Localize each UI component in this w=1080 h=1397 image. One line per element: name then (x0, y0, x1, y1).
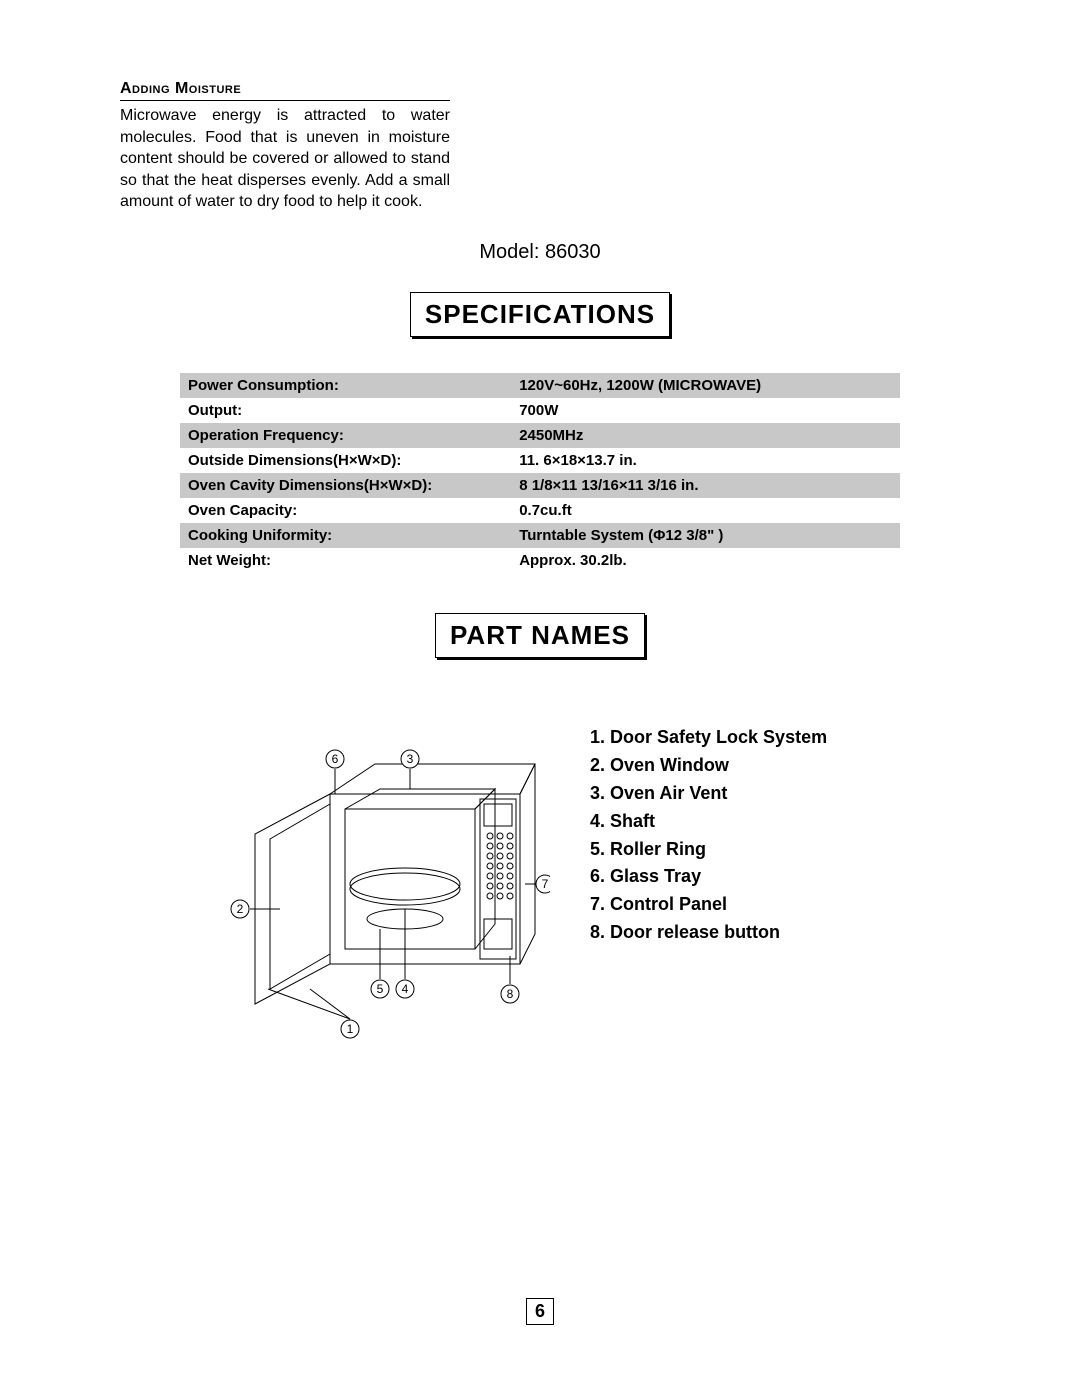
spec-table: Power Consumption:120V~60Hz, 1200W (MICR… (180, 373, 900, 573)
spec-title-wrap: SPECIFICATIONS (120, 292, 960, 337)
spec-value: 120V~60Hz, 1200W (MICROWAVE) (511, 373, 900, 398)
spec-key: Cooking Uniformity: (180, 523, 511, 548)
list-item: 4. Shaft (590, 808, 827, 836)
microwave-diagram: 6 3 2 5 4 1 7 8 (180, 734, 550, 1054)
moisture-body: Microwave energy is attracted to water m… (120, 105, 450, 213)
table-row: Outside Dimensions(H×W×D):11. 6×18×13.7 … (180, 448, 900, 473)
moisture-section: Adding Moisture Microwave energy is attr… (120, 80, 450, 213)
table-row: Output:700W (180, 398, 900, 423)
spec-value: 8 1/8×11 13/16×11 3/16 in. (511, 473, 900, 498)
parts-list: 1. Door Safety Lock System2. Oven Window… (590, 724, 827, 947)
spec-key: Operation Frequency: (180, 423, 511, 448)
spec-key: Outside Dimensions(H×W×D): (180, 448, 511, 473)
svg-text:3: 3 (407, 752, 414, 766)
spec-value: 700W (511, 398, 900, 423)
svg-text:6: 6 (332, 752, 339, 766)
list-item: 6. Glass Tray (590, 863, 827, 891)
parts-title: PART NAMES (435, 613, 645, 658)
model-value: 86030 (545, 241, 601, 263)
spec-key: Oven Capacity: (180, 498, 511, 523)
list-item: 1. Door Safety Lock System (590, 724, 827, 752)
svg-text:2: 2 (237, 902, 244, 916)
spec-value: 2450MHz (511, 423, 900, 448)
parts-area: 6 3 2 5 4 1 7 8 1. Door Safety Lock Syst… (120, 694, 960, 1054)
spec-key: Output: (180, 398, 511, 423)
spec-value: Approx. 30.2lb. (511, 548, 900, 573)
table-row: Operation Frequency:2450MHz (180, 423, 900, 448)
svg-text:4: 4 (402, 982, 409, 996)
spec-key: Net Weight: (180, 548, 511, 573)
model-label: Model: (479, 241, 539, 263)
parts-title-wrap: PART NAMES (120, 613, 960, 658)
table-row: Power Consumption:120V~60Hz, 1200W (MICR… (180, 373, 900, 398)
page: Adding Moisture Microwave energy is attr… (0, 0, 1080, 1397)
spec-value: Turntable System (Φ12 3/8" ) (511, 523, 900, 548)
spec-value: 11. 6×18×13.7 in. (511, 448, 900, 473)
list-item: 3. Oven Air Vent (590, 780, 827, 808)
list-item: 7. Control Panel (590, 891, 827, 919)
svg-text:5: 5 (377, 982, 384, 996)
spec-title: SPECIFICATIONS (410, 292, 670, 337)
spec-key: Oven Cavity Dimensions(H×W×D): (180, 473, 511, 498)
table-row: Oven Cavity Dimensions(H×W×D):8 1/8×11 1… (180, 473, 900, 498)
svg-text:1: 1 (347, 1022, 354, 1036)
table-row: Cooking Uniformity:Turntable System (Φ12… (180, 523, 900, 548)
page-number: 6 (526, 1298, 554, 1325)
list-item: 2. Oven Window (590, 752, 827, 780)
model-line: Model: 86030 (120, 241, 960, 264)
spec-value: 0.7cu.ft (511, 498, 900, 523)
moisture-heading: Adding Moisture (120, 80, 450, 101)
table-row: Oven Capacity:0.7cu.ft (180, 498, 900, 523)
svg-text:8: 8 (507, 987, 514, 1001)
list-item: 5. Roller Ring (590, 836, 827, 864)
spec-key: Power Consumption: (180, 373, 511, 398)
table-row: Net Weight:Approx. 30.2lb. (180, 548, 900, 573)
list-item: 8. Door release button (590, 919, 827, 947)
svg-text:7: 7 (542, 877, 549, 891)
